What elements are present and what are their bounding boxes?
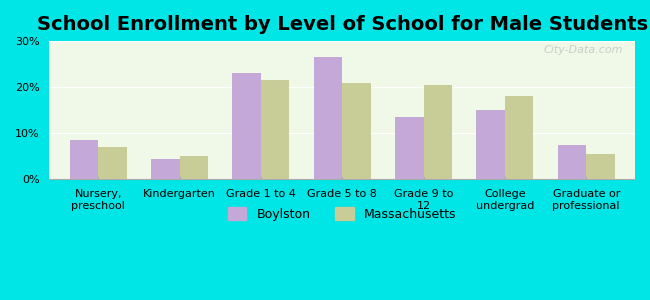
Title: School Enrollment by Level of School for Male Students: School Enrollment by Level of School for… <box>36 15 648 34</box>
Bar <box>98 147 127 179</box>
Bar <box>70 140 98 179</box>
Text: City-Data.com: City-Data.com <box>544 45 623 55</box>
Bar <box>558 145 586 179</box>
Bar <box>424 85 452 179</box>
Bar <box>233 74 261 179</box>
Bar <box>314 57 343 179</box>
Bar <box>395 117 424 179</box>
Bar <box>476 110 505 179</box>
Bar <box>151 159 179 179</box>
Bar <box>261 80 289 179</box>
Bar <box>505 97 534 179</box>
Bar <box>179 156 208 179</box>
Bar <box>343 82 370 179</box>
Bar <box>586 154 615 179</box>
Legend: Boylston, Massachusetts: Boylston, Massachusetts <box>223 202 462 226</box>
